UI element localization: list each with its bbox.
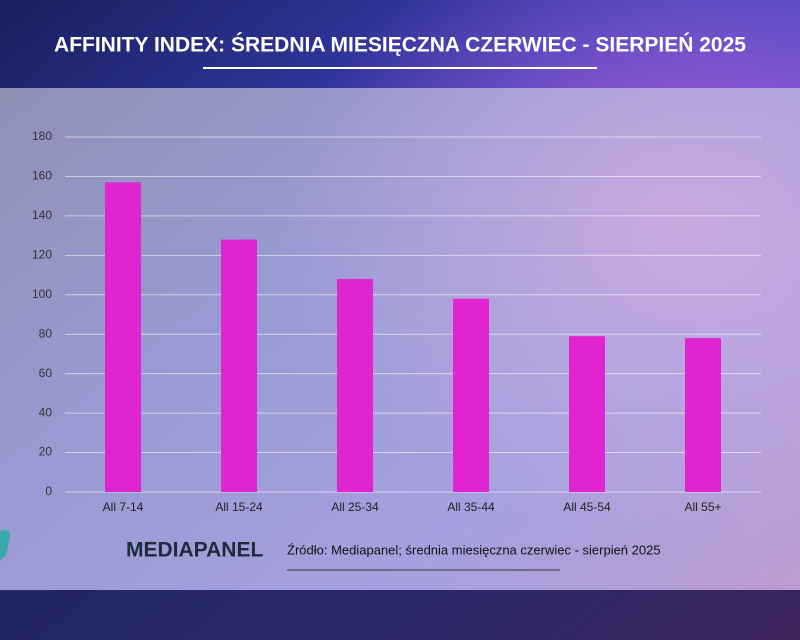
x-tick-label: All 55+ — [684, 500, 721, 514]
x-tick-label: All 15-24 — [215, 500, 263, 514]
brand: MEDIAPANEL — [126, 539, 263, 562]
x-tick-label: All 45-54 — [563, 500, 611, 514]
y-tick-label: 40 — [39, 405, 53, 419]
y-tick-label: 20 — [39, 445, 53, 459]
x-tick-label: All 25-34 — [331, 500, 379, 514]
x-tick-label: All 35-44 — [447, 500, 495, 514]
y-tick-label: 160 — [32, 169, 52, 183]
bar — [105, 182, 141, 492]
chart-title: AFFINITY INDEX: ŚREDNIA MIESIĘCZNA CZERW… — [54, 33, 746, 57]
y-tick-label: 100 — [32, 287, 52, 301]
bar — [685, 338, 721, 492]
logo — [0, 530, 11, 560]
y-tick-label: 120 — [32, 248, 52, 262]
bar — [453, 298, 489, 492]
bottom-band — [0, 590, 800, 640]
bar — [569, 336, 605, 492]
y-tick-label: 180 — [32, 129, 52, 143]
bar — [337, 279, 373, 492]
x-tick-label: All 7-14 — [103, 500, 144, 514]
y-tick-label: 0 — [45, 484, 52, 498]
bar — [221, 239, 257, 492]
y-tick-label: 140 — [32, 208, 52, 222]
logo-shape — [0, 530, 11, 560]
source-note: Źródło: Mediapanel; średnia miesięczna c… — [287, 542, 661, 557]
y-tick-label: 80 — [39, 326, 53, 340]
y-tick-label: 60 — [39, 366, 53, 380]
